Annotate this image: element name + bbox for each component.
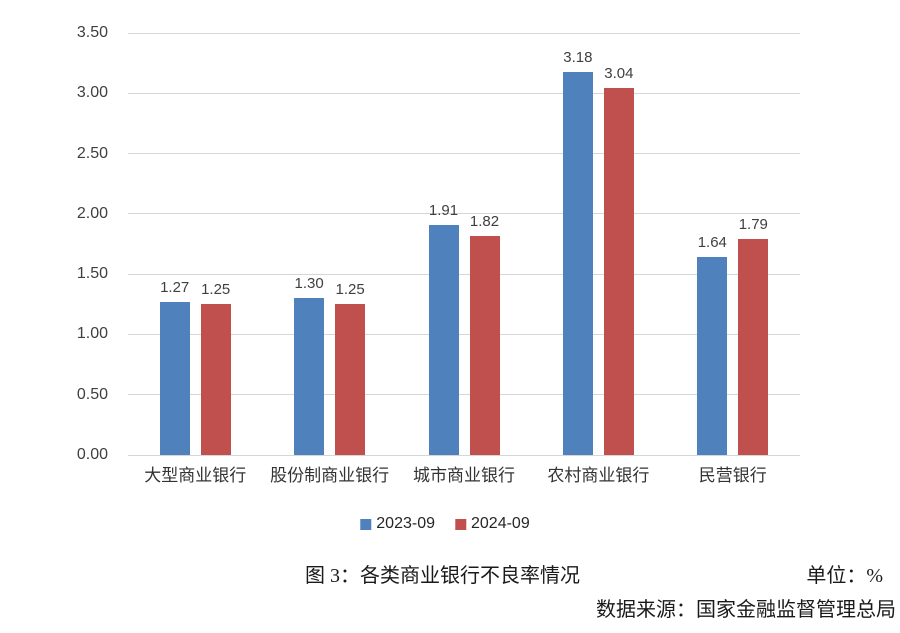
- bar-2023-09-4: [562, 71, 593, 455]
- bar-value-label: 1.25: [201, 281, 231, 299]
- y-tick-label: 2.00: [76, 204, 108, 222]
- x-category-label: 股份制商业银行: [270, 466, 390, 485]
- bar-2023-09-1: [159, 301, 190, 455]
- bar-2024-09-3: [469, 235, 500, 455]
- plot-area: 1.27 1.25 1.30 1.25 1.91 1.82 3.18 3.04 1.64 1.79: [128, 32, 800, 456]
- bar-value-label: 1.30: [294, 275, 324, 293]
- gridline: [128, 394, 800, 396]
- figure-caption: 图 3：各类商业银行不良率情况: [305, 565, 580, 587]
- bar-value-label: 1.82: [469, 212, 500, 230]
- legend-swatch-icon: [455, 518, 466, 530]
- gridline: [128, 454, 800, 456]
- legend-label: 2023-09: [376, 515, 435, 532]
- bar-2024-09-2: [335, 304, 366, 455]
- y-tick-label: 1.00: [76, 325, 108, 343]
- bar-2023-09-3: [428, 224, 459, 455]
- y-tick-label: 2.50: [76, 144, 108, 162]
- gridline: [128, 213, 800, 215]
- y-tick-label: 1.50: [76, 265, 108, 283]
- bar-value-label: 3.04: [604, 65, 634, 83]
- bar-2024-09-5: [738, 239, 769, 455]
- bar-2024-09-1: [200, 304, 231, 455]
- y-tick-label: 0.00: [76, 446, 108, 463]
- x-axis-labels: 大型商业银行 股份制商业银行 城市商业银行 农村商业银行 民营银行: [128, 464, 800, 490]
- bar-value-label: 1.79: [738, 216, 768, 234]
- x-category-label: 农村商业银行: [547, 466, 650, 485]
- y-tick-label: 3.00: [76, 84, 108, 102]
- bar-value-label: 1.64: [697, 234, 727, 252]
- gridline: [128, 153, 800, 155]
- bar-value-label: 3.18: [563, 48, 593, 66]
- x-category-label: 民营银行: [698, 466, 767, 485]
- bar-2024-09-4: [603, 88, 634, 455]
- gridline: [128, 333, 800, 335]
- y-tick-label: 3.50: [76, 24, 108, 41]
- legend-item-2023-09: 2023-09: [360, 516, 435, 532]
- bar-2023-09-5: [697, 257, 728, 455]
- y-tick-label: 0.50: [76, 385, 108, 403]
- gridline: [128, 273, 800, 275]
- legend: 2023-09 2024-09: [360, 516, 530, 532]
- bar-value-label: 1.25: [335, 281, 365, 299]
- bar-2023-09-2: [294, 298, 325, 455]
- bar-value-label: 1.91: [428, 201, 459, 219]
- y-axis-labels: 0.00 0.50 1.00 1.50 2.00 2.50 3.00 3.50: [0, 24, 108, 463]
- legend-swatch-icon: [360, 518, 372, 530]
- legend-label: 2024-09: [471, 515, 530, 532]
- x-category-label: 大型商业银行: [144, 466, 247, 485]
- x-category-label: 城市商业银行: [413, 466, 515, 485]
- bar-value-label: 1.27: [160, 278, 190, 296]
- unit-label: 单位：%: [806, 565, 883, 587]
- legend-item-2024-09: 2024-09: [455, 516, 530, 532]
- gridline: [128, 32, 800, 34]
- gridline: [128, 92, 800, 94]
- source-label: 数据来源：国家金融监督管理总局: [596, 599, 896, 621]
